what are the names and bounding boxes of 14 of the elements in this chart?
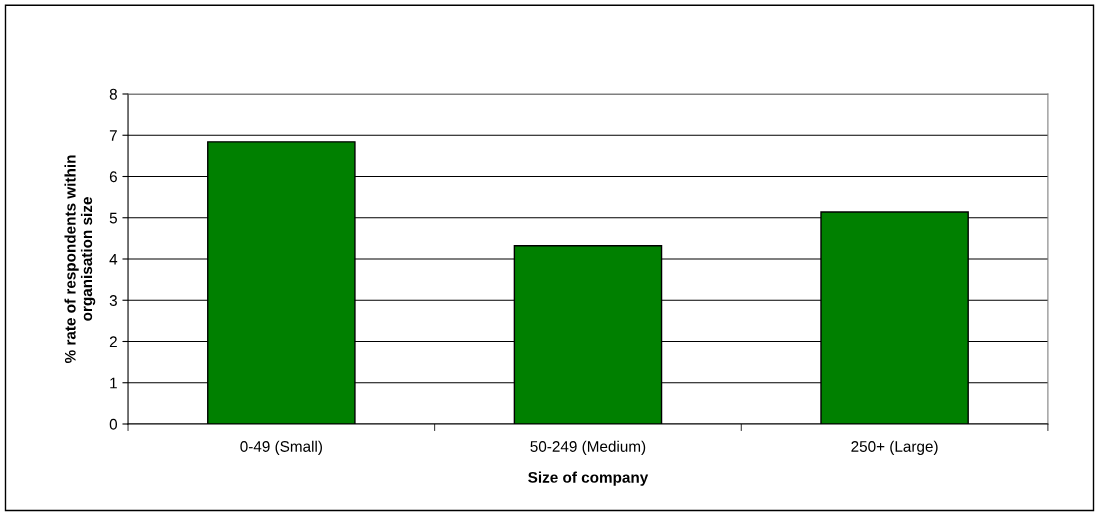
y-axis-title: % rate of respondents within organisation size — [64, 155, 96, 364]
y-tick-label: 8 — [109, 88, 117, 100]
x-axis-title: Size of company — [528, 471, 649, 486]
y-tick-label: 5 — [109, 212, 117, 224]
y-tick-label: 4 — [109, 254, 118, 265]
y-tick-label: 1 — [110, 377, 117, 389]
x-tick-label: 50-249 (Medium) — [530, 440, 646, 455]
y-tick-label: 3 — [109, 295, 117, 306]
y-tick-label: 7 — [109, 130, 117, 141]
y-tick-label: 2 — [109, 336, 117, 348]
x-tick-label: 0-49 (Small) — [240, 440, 322, 455]
y-tick-label: 0 — [109, 418, 118, 430]
y-tick-label: 6 — [109, 171, 117, 183]
x-tick-label: 250+ (Large) — [851, 440, 938, 455]
